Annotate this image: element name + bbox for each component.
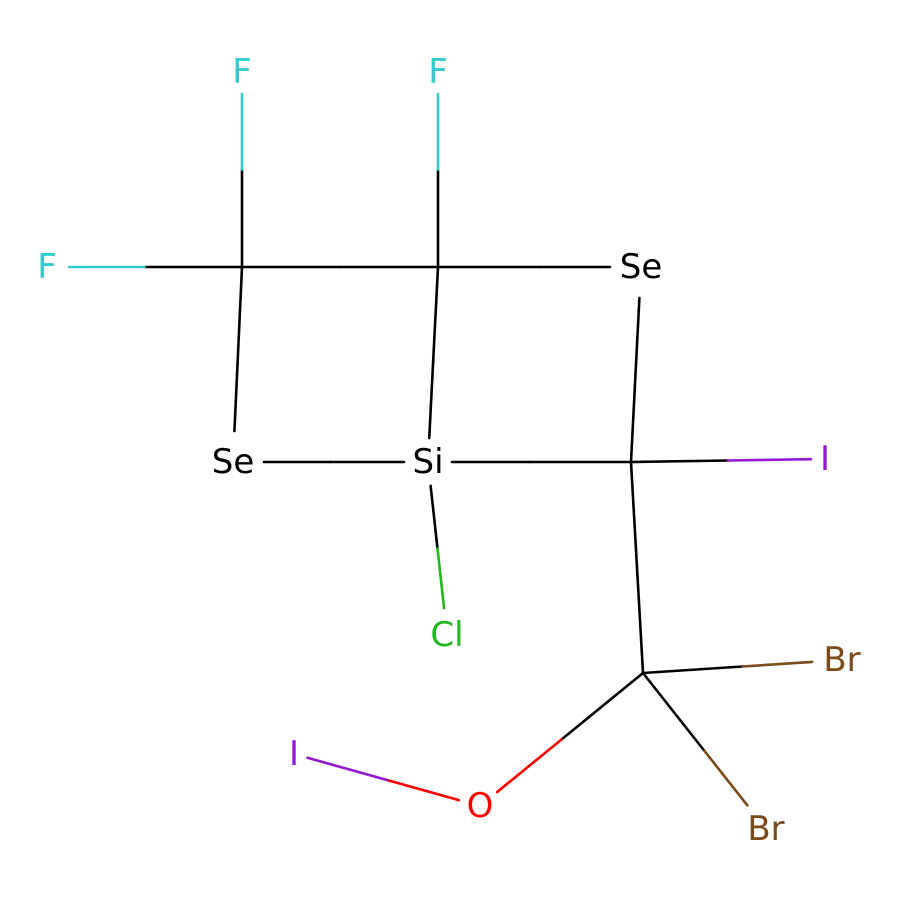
bond-segment-start xyxy=(641,671,706,753)
bond-si-cl xyxy=(429,484,446,610)
bond-c2-si xyxy=(427,265,440,440)
bond-segment-start xyxy=(629,460,639,569)
atom-si: Si xyxy=(412,442,443,482)
bond-se-right-c3 xyxy=(629,296,641,464)
atom-o: O xyxy=(467,786,494,826)
bond-segment-end xyxy=(436,547,446,610)
bond-segment-start xyxy=(431,265,440,366)
bond-segment-end xyxy=(495,738,563,794)
atom-label-layer: F F F Se Se Si I Cl Br I O Br xyxy=(37,52,860,849)
bond-segment-start xyxy=(236,265,244,366)
bond-segment-start xyxy=(641,665,744,675)
bond-layer xyxy=(67,92,814,807)
bond-c3-c4 xyxy=(629,460,645,675)
atom-f-top-right: F xyxy=(428,52,448,92)
bond-c4-o xyxy=(495,671,645,794)
bond-segment-start xyxy=(429,484,439,550)
atom-i-right: I xyxy=(820,439,830,479)
bond-segment-end xyxy=(703,749,749,807)
atom-f-left: F xyxy=(37,247,57,287)
bond-segment-start xyxy=(634,296,641,366)
atom-f-top-left: F xyxy=(232,52,252,92)
bond-segment-end xyxy=(306,756,389,782)
bond-c1-se-left xyxy=(233,265,244,433)
bond-segment-start xyxy=(629,459,730,464)
atom-cl: Cl xyxy=(430,615,463,655)
atom-se-right: Se xyxy=(620,247,663,287)
bond-segment-end xyxy=(629,363,638,464)
atom-br-upper: Br xyxy=(823,640,860,680)
bond-segment-end xyxy=(635,566,645,675)
bond-segment-end xyxy=(233,363,239,433)
bond-segment-start xyxy=(385,778,461,802)
bond-segment-end xyxy=(726,457,813,462)
bond-segment-start xyxy=(560,671,645,741)
bond-segment-end xyxy=(741,660,814,668)
atom-se-left: Se xyxy=(212,442,255,482)
atom-br-lower: Br xyxy=(747,809,784,849)
bond-c4-br-lower xyxy=(641,671,749,807)
bond-segment-end xyxy=(427,363,435,440)
bond-o-i-left xyxy=(306,756,461,802)
bond-c4-br-upper xyxy=(641,660,814,675)
bond-c3-i-right xyxy=(629,457,813,464)
atom-i-left: I xyxy=(289,734,299,774)
